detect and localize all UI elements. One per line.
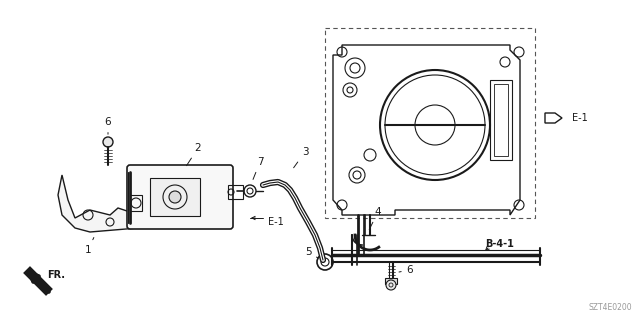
Text: B-4-1: B-4-1: [485, 239, 514, 249]
Text: 4: 4: [369, 207, 381, 229]
Text: E-1: E-1: [268, 217, 284, 227]
Text: 2: 2: [186, 143, 202, 166]
Text: 1: 1: [84, 238, 94, 255]
Circle shape: [103, 137, 113, 147]
Bar: [385, 278, 397, 284]
Bar: [228, 185, 243, 199]
Polygon shape: [58, 175, 143, 232]
Bar: [130, 195, 142, 211]
Text: FR.: FR.: [47, 270, 65, 280]
Text: 3: 3: [294, 147, 308, 168]
Polygon shape: [545, 113, 562, 123]
Text: 7: 7: [253, 157, 263, 179]
Text: 5: 5: [305, 247, 318, 258]
Circle shape: [386, 280, 396, 290]
FancyBboxPatch shape: [127, 165, 233, 229]
Text: E-1: E-1: [572, 113, 588, 123]
Bar: [494, 84, 508, 156]
Bar: [150, 178, 200, 216]
Bar: [325, 28, 535, 218]
Bar: [490, 80, 512, 160]
Text: SZT4E0200: SZT4E0200: [588, 303, 632, 312]
Text: 6: 6: [105, 117, 111, 134]
Circle shape: [169, 191, 181, 203]
Text: 6: 6: [399, 265, 413, 275]
